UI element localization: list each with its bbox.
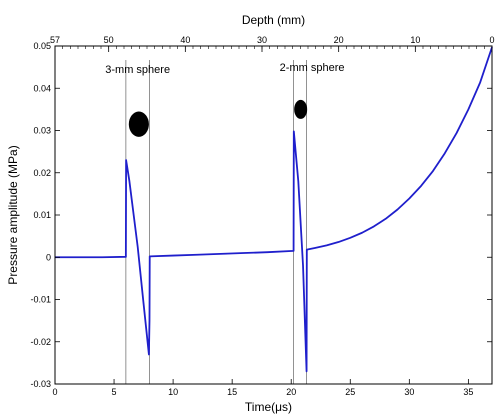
top-x-axis-title: Depth (mm) bbox=[242, 13, 305, 27]
top-tick-label-3: 30 bbox=[257, 35, 267, 45]
sphere-marker-1 bbox=[294, 99, 308, 119]
x-tick-label-1: 5 bbox=[112, 387, 117, 397]
y-axis-title: Pressure amplitude (MPa) bbox=[6, 145, 20, 284]
x-tick-label-7: 35 bbox=[463, 387, 473, 397]
x-tick-label-3: 15 bbox=[227, 387, 237, 397]
tick-labels: 3-mm sphere 2-mm sphere 0 5 10 15 20 25 30 35 -0.0… bbox=[30, 35, 494, 397]
x-tick-label-6: 30 bbox=[404, 387, 414, 397]
sphere-marker-0 bbox=[128, 111, 149, 137]
y-tick-label-6: 0.03 bbox=[33, 126, 51, 136]
x-tick-label-0: 0 bbox=[52, 387, 57, 397]
top-tick-label-1: 50 bbox=[104, 35, 114, 45]
x-tick-label-5: 25 bbox=[345, 387, 355, 397]
annotation-1: 2-mm sphere bbox=[280, 62, 345, 74]
top-tick-label-5: 10 bbox=[410, 35, 420, 45]
axis-ticks bbox=[54, 45, 493, 385]
y-tick-label-3: 0 bbox=[46, 252, 51, 262]
y-tick-label-7: 0.04 bbox=[33, 83, 51, 93]
y-tick-label-8: 0.05 bbox=[33, 41, 51, 51]
top-tick-label-4: 20 bbox=[334, 35, 344, 45]
series-line-0 bbox=[55, 46, 493, 373]
y-tick-label-0: -0.03 bbox=[30, 379, 51, 389]
y-tick-label-1: -0.02 bbox=[30, 337, 51, 347]
y-tick-label-2: -0.01 bbox=[30, 295, 51, 305]
plot-content bbox=[55, 46, 493, 384]
annotation-0: 3-mm sphere bbox=[105, 64, 170, 76]
x-tick-label-2: 10 bbox=[168, 387, 178, 397]
x-axis-title: Time(μs) bbox=[245, 400, 292, 414]
top-tick-label-2: 40 bbox=[180, 35, 190, 45]
top-tick-label-0: 57 bbox=[50, 35, 60, 45]
y-tick-label-5: 0.02 bbox=[33, 168, 51, 178]
x-tick-label-4: 20 bbox=[286, 387, 296, 397]
top-tick-label-6: 0 bbox=[489, 35, 494, 45]
y-tick-label-4: 0.01 bbox=[33, 210, 51, 220]
